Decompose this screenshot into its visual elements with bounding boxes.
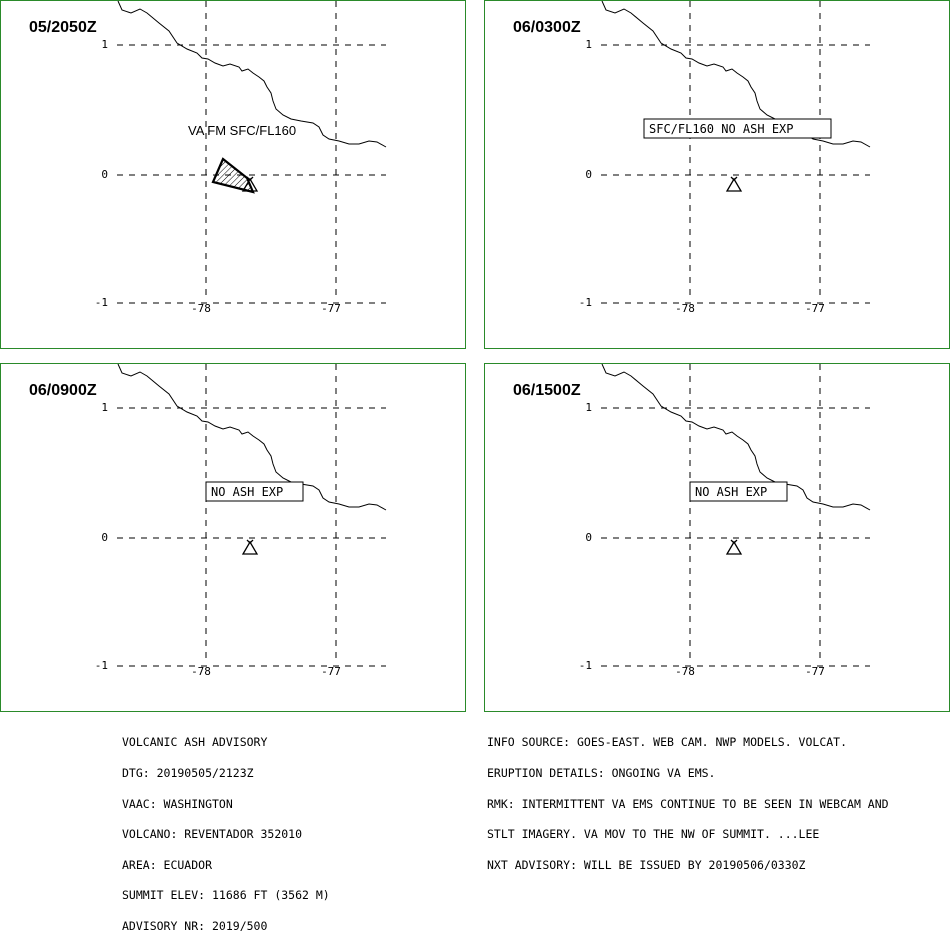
advisory-line: VOLCANO: REVENTADOR 352010 <box>122 827 303 842</box>
map-canvas: 1 0 -1 -78 -77 SFC/FL160 NO ASH EXP <box>579 1 871 315</box>
longitude-label: -78 <box>675 665 695 678</box>
volcano-icon <box>241 539 259 555</box>
advisory-line: AREA: ECUADOR <box>122 857 213 872</box>
ash-label-box <box>689 481 788 502</box>
volcano-icon <box>725 539 743 555</box>
panel-time-label: 05/2050Z <box>29 19 97 36</box>
advisory-line: DTG: 20190505/2123Z <box>122 766 254 780</box>
coastline <box>117 364 387 511</box>
longitude-label: -78 <box>191 665 211 678</box>
advisory-line: RMK: INTERMITTENT VA EMS CONTINUE TO BE … <box>487 796 889 811</box>
map-panel-4: 1 0 -1 -78 -77 NO ASH EXP 06/1500Z <box>484 363 950 712</box>
advisory-line: NXT ADVISORY: WILL BE ISSUED BY 20190506… <box>487 857 806 872</box>
longitude-label: -78 <box>191 302 211 315</box>
advisory-line: STLT IMAGERY. VA MOV TO THE NW OF SUMMIT… <box>487 827 820 842</box>
map-canvas: 1 0 -1 -78 -77 NO ASH EXP <box>579 364 871 678</box>
coastline <box>117 1 387 148</box>
latitude-label: 1 <box>585 401 592 414</box>
longitude-label: -77 <box>321 302 341 315</box>
latitude-label: -1 <box>579 659 592 672</box>
latitude-label: 1 <box>101 38 108 51</box>
advisory-info-left: VOLCANIC ASH ADVISORY DTG: 20190505/2123… <box>122 717 330 941</box>
advisory-line: VOLCANIC ASH ADVISORY <box>122 735 268 750</box>
longitude-label: -78 <box>675 302 695 315</box>
ash-cloud-polygon <box>211 157 255 194</box>
advisory-line: ADVISORY NR: 2019/500 <box>122 918 268 933</box>
ash-label: SFC/FL160 NO ASH EXP <box>649 122 794 136</box>
panel-time-label: 06/0300Z <box>513 19 581 36</box>
ash-label: NO ASH EXP <box>695 485 767 499</box>
latitude-label: -1 <box>579 296 592 309</box>
panel-time-label: 06/0900Z <box>29 382 97 399</box>
latitude-label: -1 <box>95 296 108 309</box>
longitude-label: -77 <box>321 665 341 678</box>
latitude-label: -1 <box>95 659 108 672</box>
latitude-label: 1 <box>585 38 592 51</box>
map-canvas: 1 0 -1 -78 -77 NO ASH EXP <box>95 364 387 678</box>
advisory-line: ERUPTION DETAILS: ONGOING VA EMS. <box>487 766 716 780</box>
ash-label-box <box>643 118 832 139</box>
latitude-label: 0 <box>101 531 108 544</box>
map-panel-3: 1 0 -1 -78 -77 NO ASH EXP 06/0900Z <box>0 363 466 712</box>
map-panel-2: 1 0 -1 -78 -77 SFC/FL160 NO ASH EXP 06/0300Z <box>484 0 950 349</box>
advisory-line: SUMMIT ELEV: 11686 FT (3562 M) <box>122 888 330 903</box>
ash-label: NO ASH EXP <box>211 485 283 499</box>
latitude-label: 0 <box>101 168 108 181</box>
coastline <box>601 364 871 511</box>
latitude-label: 0 <box>585 168 592 181</box>
advisory-line: INFO SOURCE: GOES-EAST. WEB CAM. NWP MOD… <box>487 735 848 750</box>
latitude-label: 0 <box>585 531 592 544</box>
longitude-label: -77 <box>805 302 825 315</box>
panel-time-label: 06/1500Z <box>513 382 581 399</box>
map-panel-1: 1 0 -1 -78 -77 VA FM SFC/FL160 05/2050Z <box>0 0 466 349</box>
advisory-info-right: INFO SOURCE: GOES-EAST. WEB CAM. NWP MOD… <box>487 717 889 880</box>
advisory-line: VAAC: WASHINGTON <box>122 796 233 811</box>
volcano-icon <box>725 176 743 192</box>
map-canvas: 1 0 -1 -78 -77 VA FM SFC/FL160 <box>95 1 387 315</box>
ash-label: VA FM SFC/FL160 <box>188 123 296 138</box>
longitude-label: -77 <box>805 665 825 678</box>
latitude-label: 1 <box>101 401 108 414</box>
ash-label-box <box>205 481 304 502</box>
